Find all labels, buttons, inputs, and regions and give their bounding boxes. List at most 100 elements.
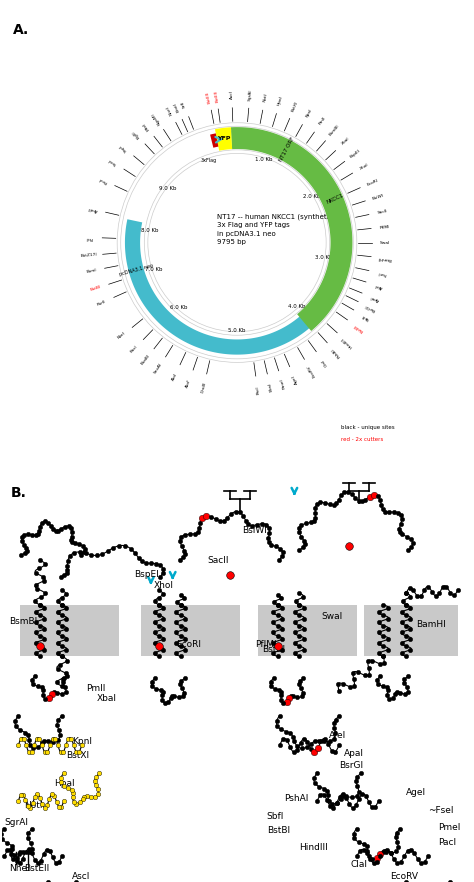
Text: PmlI: PmlI xyxy=(87,684,106,692)
Text: SrfI: SrfI xyxy=(181,100,187,108)
Text: PciI: PciI xyxy=(85,235,92,240)
Text: A.: A. xyxy=(13,24,29,37)
Text: KasI: KasI xyxy=(129,345,138,354)
Text: HindIII: HindIII xyxy=(341,336,354,348)
Text: KpnI: KpnI xyxy=(305,108,313,118)
Text: BamHI: BamHI xyxy=(377,255,392,261)
Text: BstEII: BstEII xyxy=(206,91,212,103)
Text: red - 2x cutters: red - 2x cutters xyxy=(341,437,384,442)
Text: PmeI: PmeI xyxy=(279,377,286,389)
Text: NotI: NotI xyxy=(263,93,268,101)
Text: pcDNA3.1 neo: pcDNA3.1 neo xyxy=(118,263,154,277)
Bar xyxy=(20,605,119,656)
Text: BsrGI: BsrGI xyxy=(364,303,376,312)
Text: BsaBI: BsaBI xyxy=(140,354,151,365)
Polygon shape xyxy=(125,131,349,355)
Text: EcoRV: EcoRV xyxy=(391,871,419,880)
Text: 3xFlag: 3xFlag xyxy=(200,159,217,163)
Polygon shape xyxy=(215,127,232,151)
Text: AgeI: AgeI xyxy=(406,789,426,797)
Text: BspEI: BspEI xyxy=(134,570,159,579)
Text: NT17 ORF: NT17 ORF xyxy=(278,136,295,162)
Text: RsrII: RsrII xyxy=(96,299,107,307)
Text: 2.0 Kb: 2.0 Kb xyxy=(302,194,320,198)
Text: SgrAI: SgrAI xyxy=(4,818,28,827)
Text: NotI: NotI xyxy=(24,802,43,811)
Text: PshAI: PshAI xyxy=(284,795,309,804)
Text: FseI: FseI xyxy=(377,271,387,276)
Text: PmeI: PmeI xyxy=(438,823,460,832)
Text: 8.0 Kb: 8.0 Kb xyxy=(141,228,159,233)
Text: XbaI: XbaI xyxy=(341,137,350,146)
Text: 3.0 Kb: 3.0 Kb xyxy=(315,255,332,260)
Text: SgrAI: SgrAI xyxy=(247,89,253,101)
Text: AloI': AloI' xyxy=(185,377,192,388)
Text: BstXI: BstXI xyxy=(66,751,89,759)
Text: SbfI: SbfI xyxy=(267,812,284,821)
Text: BsrGI: BsrGI xyxy=(339,761,363,770)
Text: SacII: SacII xyxy=(377,209,388,214)
Text: BstBI: BstBI xyxy=(353,323,364,333)
Text: 4.0 Kb: 4.0 Kb xyxy=(288,304,306,310)
Text: AgeI: AgeI xyxy=(291,374,299,385)
Text: AfeI: AfeI xyxy=(329,731,346,740)
Text: ClaI: ClaI xyxy=(351,860,368,869)
Text: 9.0 Kb: 9.0 Kb xyxy=(159,186,177,191)
Text: 1.0 Kb: 1.0 Kb xyxy=(255,157,273,161)
Text: ~FseI: ~FseI xyxy=(428,806,454,815)
Text: NgoMI: NgoMI xyxy=(151,111,162,125)
Text: YFP: YFP xyxy=(218,137,231,141)
Polygon shape xyxy=(231,127,353,331)
Text: NarI: NarI xyxy=(117,332,127,340)
Text: BspEI: BspEI xyxy=(349,148,362,159)
Text: 6.0 Kb: 6.0 Kb xyxy=(170,305,187,310)
Text: PacI: PacI xyxy=(255,385,260,394)
Text: BglII: BglII xyxy=(131,129,141,139)
Text: PmlI: PmlI xyxy=(318,116,327,126)
Text: XhoI: XhoI xyxy=(154,580,174,590)
Bar xyxy=(258,605,357,656)
Text: SexAI: SexAI xyxy=(154,363,164,375)
Text: black - unique sites: black - unique sites xyxy=(341,425,395,430)
Text: KpnI: KpnI xyxy=(72,737,92,746)
Text: PvuI: PvuI xyxy=(98,176,108,183)
Text: EcoRI: EcoRI xyxy=(366,178,379,186)
Text: PshAI: PshAI xyxy=(331,347,342,358)
Text: DraIII: DraIII xyxy=(201,381,207,393)
Text: BstBI: BstBI xyxy=(267,826,290,835)
Text: BsiWI: BsiWI xyxy=(242,527,267,535)
Text: B.: B. xyxy=(10,486,26,500)
Text: HpaI: HpaI xyxy=(277,95,284,106)
Bar xyxy=(141,605,240,656)
Text: NKCC1: NKCC1 xyxy=(326,192,345,205)
Text: ClaI: ClaI xyxy=(320,358,328,367)
Text: 7.0 Kb: 7.0 Kb xyxy=(145,267,163,273)
Text: SwaI: SwaI xyxy=(380,241,391,244)
Text: BmtI: BmtI xyxy=(173,101,181,113)
Text: ApaI: ApaI xyxy=(369,295,380,302)
Text: BstBI: BstBI xyxy=(262,645,285,654)
Text: HpaI: HpaI xyxy=(54,779,74,788)
Text: BamHI: BamHI xyxy=(416,620,446,629)
Text: SacII: SacII xyxy=(207,556,229,564)
Text: EcoRV: EcoRV xyxy=(306,364,316,377)
Text: AhdI: AhdI xyxy=(87,206,98,213)
Text: SbfI: SbfI xyxy=(361,313,370,320)
Text: NT17 -- human NKCC1 (synthetic)
3x Flag and YFP tags
in pcDNA3.1 neo
9795 bp: NT17 -- human NKCC1 (synthetic) 3x Flag … xyxy=(217,213,335,245)
Text: NheI: NheI xyxy=(165,105,173,116)
Text: BstZ17I: BstZ17I xyxy=(81,253,98,258)
Text: AscI: AscI xyxy=(72,871,90,880)
Text: BbsI: BbsI xyxy=(267,382,273,392)
Text: AloI: AloI xyxy=(171,372,178,382)
Text: BstXI: BstXI xyxy=(291,100,299,112)
Text: BsmBI: BsmBI xyxy=(9,617,37,626)
Text: NheI: NheI xyxy=(9,863,30,872)
Text: MfeI: MfeI xyxy=(141,121,150,131)
Bar xyxy=(364,605,458,656)
Text: BsmBI: BsmBI xyxy=(328,124,340,137)
Text: XbaI: XbaI xyxy=(97,694,117,704)
Text: BstEII: BstEII xyxy=(213,89,219,102)
Text: XhoI: XhoI xyxy=(359,162,369,170)
Text: EcoRI: EcoRI xyxy=(176,640,201,649)
Text: BsiWI: BsiWI xyxy=(372,193,384,200)
